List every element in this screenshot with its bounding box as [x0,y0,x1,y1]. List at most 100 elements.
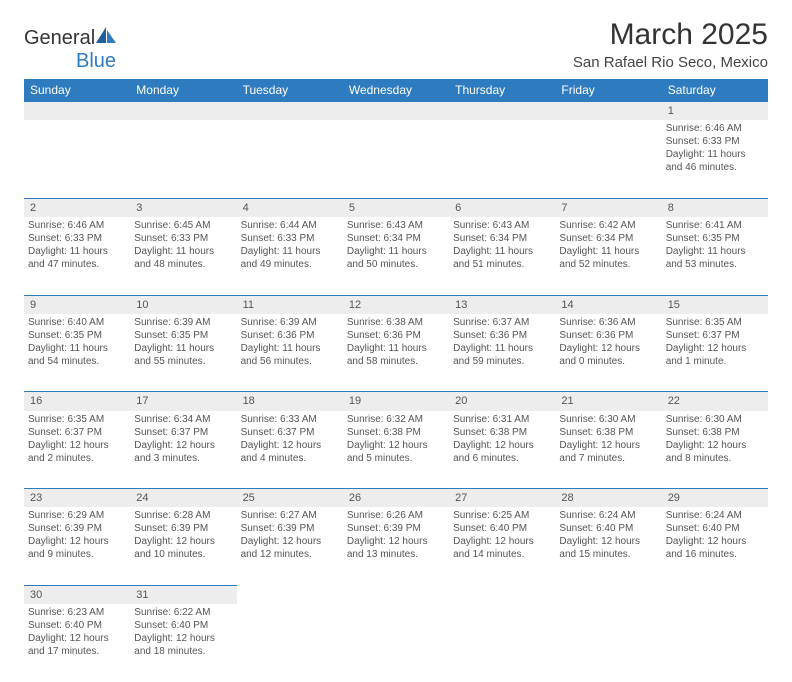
day-number-cell [555,585,661,604]
day-number-cell: 17 [130,392,236,411]
sunset-text: Sunset: 6:38 PM [666,426,764,439]
daynum-row: 16171819202122 [24,392,768,411]
day-number-cell: 12 [343,295,449,314]
day-content-cell: Sunrise: 6:43 AMSunset: 6:34 PMDaylight:… [449,217,555,295]
day-content-cell: Sunrise: 6:35 AMSunset: 6:37 PMDaylight:… [662,314,768,392]
sunset-text: Sunset: 6:38 PM [453,426,551,439]
daylight-text: Daylight: 12 hours and 8 minutes. [666,439,764,465]
day-number-cell: 29 [662,489,768,508]
day-number-cell: 2 [24,198,130,217]
sunrise-text: Sunrise: 6:24 AM [666,509,764,522]
day-content-cell [24,120,130,198]
sunrise-text: Sunrise: 6:26 AM [347,509,445,522]
sail-icon [95,26,117,44]
sunset-text: Sunset: 6:37 PM [134,426,232,439]
sunrise-text: Sunrise: 6:46 AM [666,122,764,135]
day-content-cell: Sunrise: 6:34 AMSunset: 6:37 PMDaylight:… [130,411,236,489]
day-number-cell: 24 [130,489,236,508]
sunrise-text: Sunrise: 6:40 AM [28,316,126,329]
day-number-cell [662,585,768,604]
day-number-cell: 23 [24,489,130,508]
day-number-cell: 20 [449,392,555,411]
daylight-text: Daylight: 12 hours and 15 minutes. [559,535,657,561]
day-number-cell [237,102,343,121]
content-row: Sunrise: 6:23 AMSunset: 6:40 PMDaylight:… [24,604,768,682]
sunset-text: Sunset: 6:36 PM [347,329,445,342]
day-content-cell [449,604,555,682]
logo: General Blue [24,18,117,73]
daylight-text: Daylight: 11 hours and 54 minutes. [28,342,126,368]
day-number-cell: 14 [555,295,661,314]
day-number-cell: 5 [343,198,449,217]
day-number-cell: 9 [24,295,130,314]
sunrise-text: Sunrise: 6:42 AM [559,219,657,232]
day-content-cell [555,120,661,198]
sunset-text: Sunset: 6:38 PM [347,426,445,439]
day-content-cell: Sunrise: 6:24 AMSunset: 6:40 PMDaylight:… [662,507,768,585]
sunrise-text: Sunrise: 6:43 AM [453,219,551,232]
sunset-text: Sunset: 6:35 PM [134,329,232,342]
day-content-cell [237,604,343,682]
sunrise-text: Sunrise: 6:28 AM [134,509,232,522]
sunrise-text: Sunrise: 6:25 AM [453,509,551,522]
day-number-cell: 21 [555,392,661,411]
day-number-cell: 31 [130,585,236,604]
day-content-cell: Sunrise: 6:46 AMSunset: 6:33 PMDaylight:… [662,120,768,198]
sunset-text: Sunset: 6:39 PM [347,522,445,535]
sunset-text: Sunset: 6:40 PM [666,522,764,535]
sunrise-text: Sunrise: 6:33 AM [241,413,339,426]
daylight-text: Daylight: 12 hours and 18 minutes. [134,632,232,658]
day-content-cell: Sunrise: 6:25 AMSunset: 6:40 PMDaylight:… [449,507,555,585]
day-content-cell: Sunrise: 6:31 AMSunset: 6:38 PMDaylight:… [449,411,555,489]
day-number-cell: 22 [662,392,768,411]
day-number-cell: 13 [449,295,555,314]
day-content-cell: Sunrise: 6:30 AMSunset: 6:38 PMDaylight:… [662,411,768,489]
day-number-cell: 1 [662,102,768,121]
sunrise-text: Sunrise: 6:44 AM [241,219,339,232]
content-row: Sunrise: 6:46 AMSunset: 6:33 PMDaylight:… [24,120,768,198]
daynum-row: 9101112131415 [24,295,768,314]
day-number-cell: 11 [237,295,343,314]
day-number-cell: 6 [449,198,555,217]
sunrise-text: Sunrise: 6:35 AM [666,316,764,329]
sunset-text: Sunset: 6:40 PM [134,619,232,632]
day-content-cell: Sunrise: 6:32 AMSunset: 6:38 PMDaylight:… [343,411,449,489]
daylight-text: Daylight: 11 hours and 56 minutes. [241,342,339,368]
sunrise-text: Sunrise: 6:29 AM [28,509,126,522]
day-number-cell: 25 [237,489,343,508]
day-number-cell: 3 [130,198,236,217]
daylight-text: Daylight: 12 hours and 13 minutes. [347,535,445,561]
daylight-text: Daylight: 12 hours and 17 minutes. [28,632,126,658]
sunrise-text: Sunrise: 6:39 AM [134,316,232,329]
day-content-cell: Sunrise: 6:36 AMSunset: 6:36 PMDaylight:… [555,314,661,392]
day-content-cell: Sunrise: 6:44 AMSunset: 6:33 PMDaylight:… [237,217,343,295]
sunset-text: Sunset: 6:37 PM [666,329,764,342]
daylight-text: Daylight: 12 hours and 7 minutes. [559,439,657,465]
day-content-cell: Sunrise: 6:40 AMSunset: 6:35 PMDaylight:… [24,314,130,392]
day-content-cell: Sunrise: 6:29 AMSunset: 6:39 PMDaylight:… [24,507,130,585]
day-content-cell [555,604,661,682]
day-number-cell: 15 [662,295,768,314]
header: General Blue March 2025 San Rafael Rio S… [24,18,768,73]
sunset-text: Sunset: 6:37 PM [241,426,339,439]
daynum-row: 23242526272829 [24,489,768,508]
day-number-cell [555,102,661,121]
day-content-cell: Sunrise: 6:39 AMSunset: 6:35 PMDaylight:… [130,314,236,392]
day-content-cell: Sunrise: 6:28 AMSunset: 6:39 PMDaylight:… [130,507,236,585]
day-number-cell: 27 [449,489,555,508]
sunrise-text: Sunrise: 6:27 AM [241,509,339,522]
sunrise-text: Sunrise: 6:32 AM [347,413,445,426]
sunrise-text: Sunrise: 6:23 AM [28,606,126,619]
daylight-text: Daylight: 12 hours and 6 minutes. [453,439,551,465]
daylight-text: Daylight: 11 hours and 51 minutes. [453,245,551,271]
day-number-cell: 28 [555,489,661,508]
sunrise-text: Sunrise: 6:38 AM [347,316,445,329]
day-content-cell: Sunrise: 6:33 AMSunset: 6:37 PMDaylight:… [237,411,343,489]
day-content-cell: Sunrise: 6:46 AMSunset: 6:33 PMDaylight:… [24,217,130,295]
sunset-text: Sunset: 6:36 PM [241,329,339,342]
sunrise-text: Sunrise: 6:37 AM [453,316,551,329]
day-number-cell [24,102,130,121]
sunrise-text: Sunrise: 6:30 AM [559,413,657,426]
day-number-cell: 19 [343,392,449,411]
sunset-text: Sunset: 6:35 PM [666,232,764,245]
